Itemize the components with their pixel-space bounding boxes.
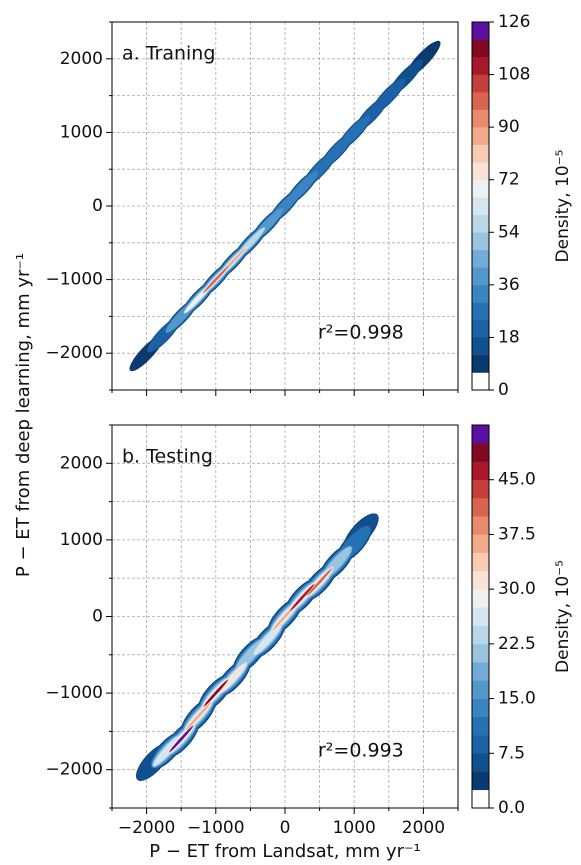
colorbar-band xyxy=(472,197,489,216)
y-tick-label: 1000 xyxy=(60,122,103,142)
colorbar-band xyxy=(472,735,489,754)
colorbar-band xyxy=(472,552,489,572)
colorbar-band xyxy=(472,284,489,303)
density-contour xyxy=(219,663,247,693)
colorbar-band xyxy=(472,249,489,268)
density-contour xyxy=(338,115,371,150)
colorbar-label: Density, 10⁻⁵ xyxy=(553,560,573,673)
colorbar-tick-label: 22.5 xyxy=(498,634,536,654)
density-contours xyxy=(129,40,441,372)
density-contour xyxy=(203,266,229,293)
density-contour xyxy=(185,702,212,731)
colorbar-band xyxy=(472,698,489,718)
colorbar-band xyxy=(472,789,489,809)
r2-annotation: r²=0.998 xyxy=(318,322,404,344)
colorbar-band xyxy=(472,589,489,608)
density-contour xyxy=(286,170,319,205)
colorbar-band xyxy=(472,109,489,128)
colorbar-tick-label: 18 xyxy=(498,327,520,347)
colorbar-tick-label: 37.5 xyxy=(498,524,536,544)
colorbar-band xyxy=(472,372,489,391)
colorbar-label: Density, 10⁻⁵ xyxy=(553,150,573,263)
y-tick-label: −2000 xyxy=(45,343,103,363)
colorbar-tick-label: 45.0 xyxy=(498,470,536,490)
colorbar-tick-label: 0.0 xyxy=(498,798,525,818)
colorbar-frame xyxy=(471,424,490,809)
colorbar-band xyxy=(472,753,489,772)
x-axis-label: P − ET from Landsat, mm yr⁻¹ xyxy=(149,841,420,862)
colorbar-band xyxy=(472,302,489,321)
x-tick-label: −1000 xyxy=(187,818,245,838)
y-tick-label: 0 xyxy=(92,607,103,627)
colorbar-band xyxy=(472,39,489,58)
colorbar-tick-label: 126 xyxy=(498,12,530,32)
colorbar-band xyxy=(472,179,489,198)
colorbar-band xyxy=(472,144,489,163)
colorbar-band xyxy=(472,267,489,286)
colorbar-tick-label: 90 xyxy=(498,117,520,137)
colorbar-band xyxy=(472,443,489,462)
colorbar-band xyxy=(472,319,489,338)
colorbar-band xyxy=(472,607,489,626)
y-tick-label: 1000 xyxy=(60,530,103,550)
colorbar-band xyxy=(472,425,489,444)
colorbar-band xyxy=(472,232,489,251)
x-tick-label: 2000 xyxy=(402,818,445,838)
colorbar-tick-label: 7.5 xyxy=(498,743,525,763)
colorbar-tick-label: 15.0 xyxy=(498,689,536,709)
colorbar-tick-label: 54 xyxy=(498,222,520,242)
colorbar-band xyxy=(472,516,489,535)
colorbar-band xyxy=(472,461,489,481)
colorbar-band xyxy=(472,716,489,736)
colorbar-band xyxy=(472,680,489,699)
colorbar-band xyxy=(472,497,489,517)
panel-annotation: b. Testing xyxy=(122,446,213,468)
density-contour xyxy=(307,568,332,596)
colorbar-band xyxy=(472,570,489,590)
density-contour xyxy=(204,680,228,706)
panel-annotation: a. Traning xyxy=(122,43,215,65)
y-axis-label: P − ET from deep learning, mm yr⁻¹ xyxy=(13,253,34,577)
colorbar-tick-label: 30.0 xyxy=(498,579,536,599)
colorbar-band xyxy=(472,771,489,791)
colorbar-band xyxy=(472,57,489,75)
colorbar-tick-label: 0 xyxy=(498,380,509,400)
r2-annotation: r²=0.993 xyxy=(318,740,404,762)
y-tick-label: 2000 xyxy=(60,49,103,69)
density-contour xyxy=(253,624,282,655)
colorbar-band xyxy=(472,74,489,93)
colorbar-band xyxy=(472,92,489,110)
x-tick-label: 1000 xyxy=(333,818,376,838)
colorbar-tick-label: 72 xyxy=(498,170,520,190)
colorbar-band xyxy=(472,643,489,663)
colorbar-band xyxy=(472,625,489,645)
colorbar-band xyxy=(472,534,489,553)
y-tick-label: −1000 xyxy=(45,683,103,703)
colorbar-band xyxy=(472,354,489,373)
colorbar-band xyxy=(472,127,489,145)
colorbar-band xyxy=(472,662,489,681)
density-contour xyxy=(290,584,314,611)
y-tick-label: −2000 xyxy=(45,760,103,780)
colorbar-tick-label: 108 xyxy=(498,65,530,85)
colorbar-band xyxy=(472,479,489,499)
colorbar-frame xyxy=(471,21,490,391)
density-contour xyxy=(372,78,406,113)
x-tick-label: −2000 xyxy=(118,818,176,838)
colorbar-band xyxy=(472,337,489,356)
colorbar-band xyxy=(472,162,489,181)
y-tick-label: 2000 xyxy=(60,453,103,473)
density-contour xyxy=(170,726,193,752)
y-tick-label: −1000 xyxy=(45,270,103,290)
x-tick-label: 0 xyxy=(280,818,291,838)
colorbar-tick-label: 36 xyxy=(498,275,520,295)
colorbar-band xyxy=(472,22,489,40)
colorbar-band xyxy=(472,214,489,233)
density-contours xyxy=(135,513,379,781)
y-tick-label: 0 xyxy=(92,196,103,216)
